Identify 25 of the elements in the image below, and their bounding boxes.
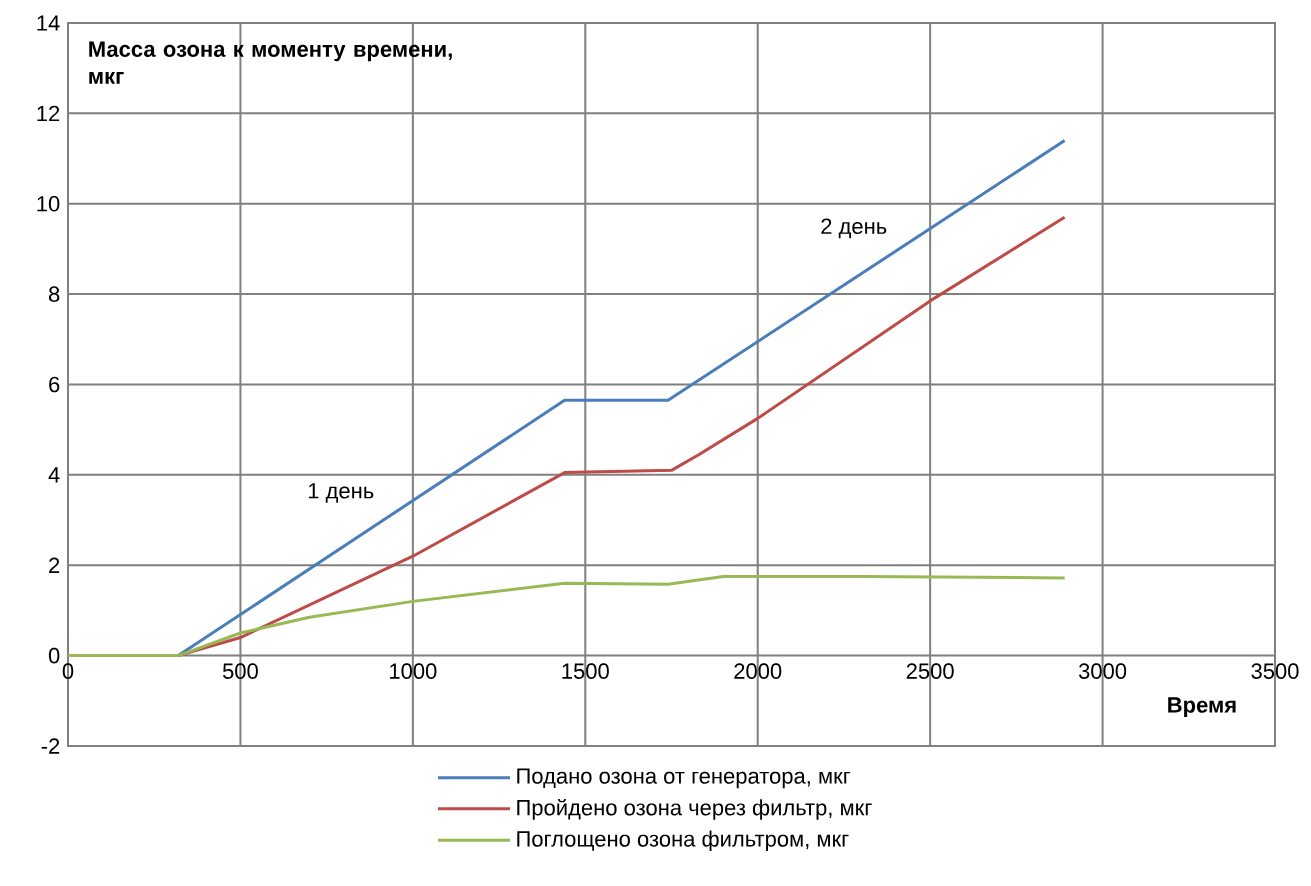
y-tick-label: 6 xyxy=(49,376,60,393)
y-tick-label: -2 xyxy=(41,738,60,754)
legend-label: Подано озона от генератора, мкг xyxy=(517,768,851,789)
y-tick-label: 4 xyxy=(48,467,60,483)
x-tick-label: 2000 xyxy=(734,663,782,679)
y-tick-label: 2 xyxy=(49,557,60,573)
y-tick-label: 10 xyxy=(37,195,60,212)
y-tick-label: 0 xyxy=(48,647,60,664)
y-tick-label: 14 xyxy=(37,15,60,31)
y-tick-label: 12 xyxy=(37,105,60,122)
x-tick-label: 3500 xyxy=(1251,663,1299,679)
x-tick-label: 3000 xyxy=(1078,663,1127,679)
y-axis-title: Масса озона к моменту времени, мкг xyxy=(89,41,452,84)
x-tick-label: 2500 xyxy=(906,663,954,679)
x-tick-label: 0 xyxy=(62,663,74,679)
line-series xyxy=(68,575,1067,658)
legend-label: Пройдено озона через фильтр, мкг xyxy=(517,798,872,820)
x-tick-label: 500 xyxy=(222,663,258,679)
annotation: 1 день xyxy=(308,483,374,503)
x-axis-title: Время xyxy=(1168,697,1236,718)
x-tick-label: 1000 xyxy=(390,663,437,679)
x-tick-label: 1500 xyxy=(562,663,609,679)
annotation: 2 день xyxy=(821,218,887,239)
legend-label: Поглощено озона фильтром, мкг xyxy=(517,830,849,852)
y-tick-label: 8 xyxy=(48,286,60,302)
